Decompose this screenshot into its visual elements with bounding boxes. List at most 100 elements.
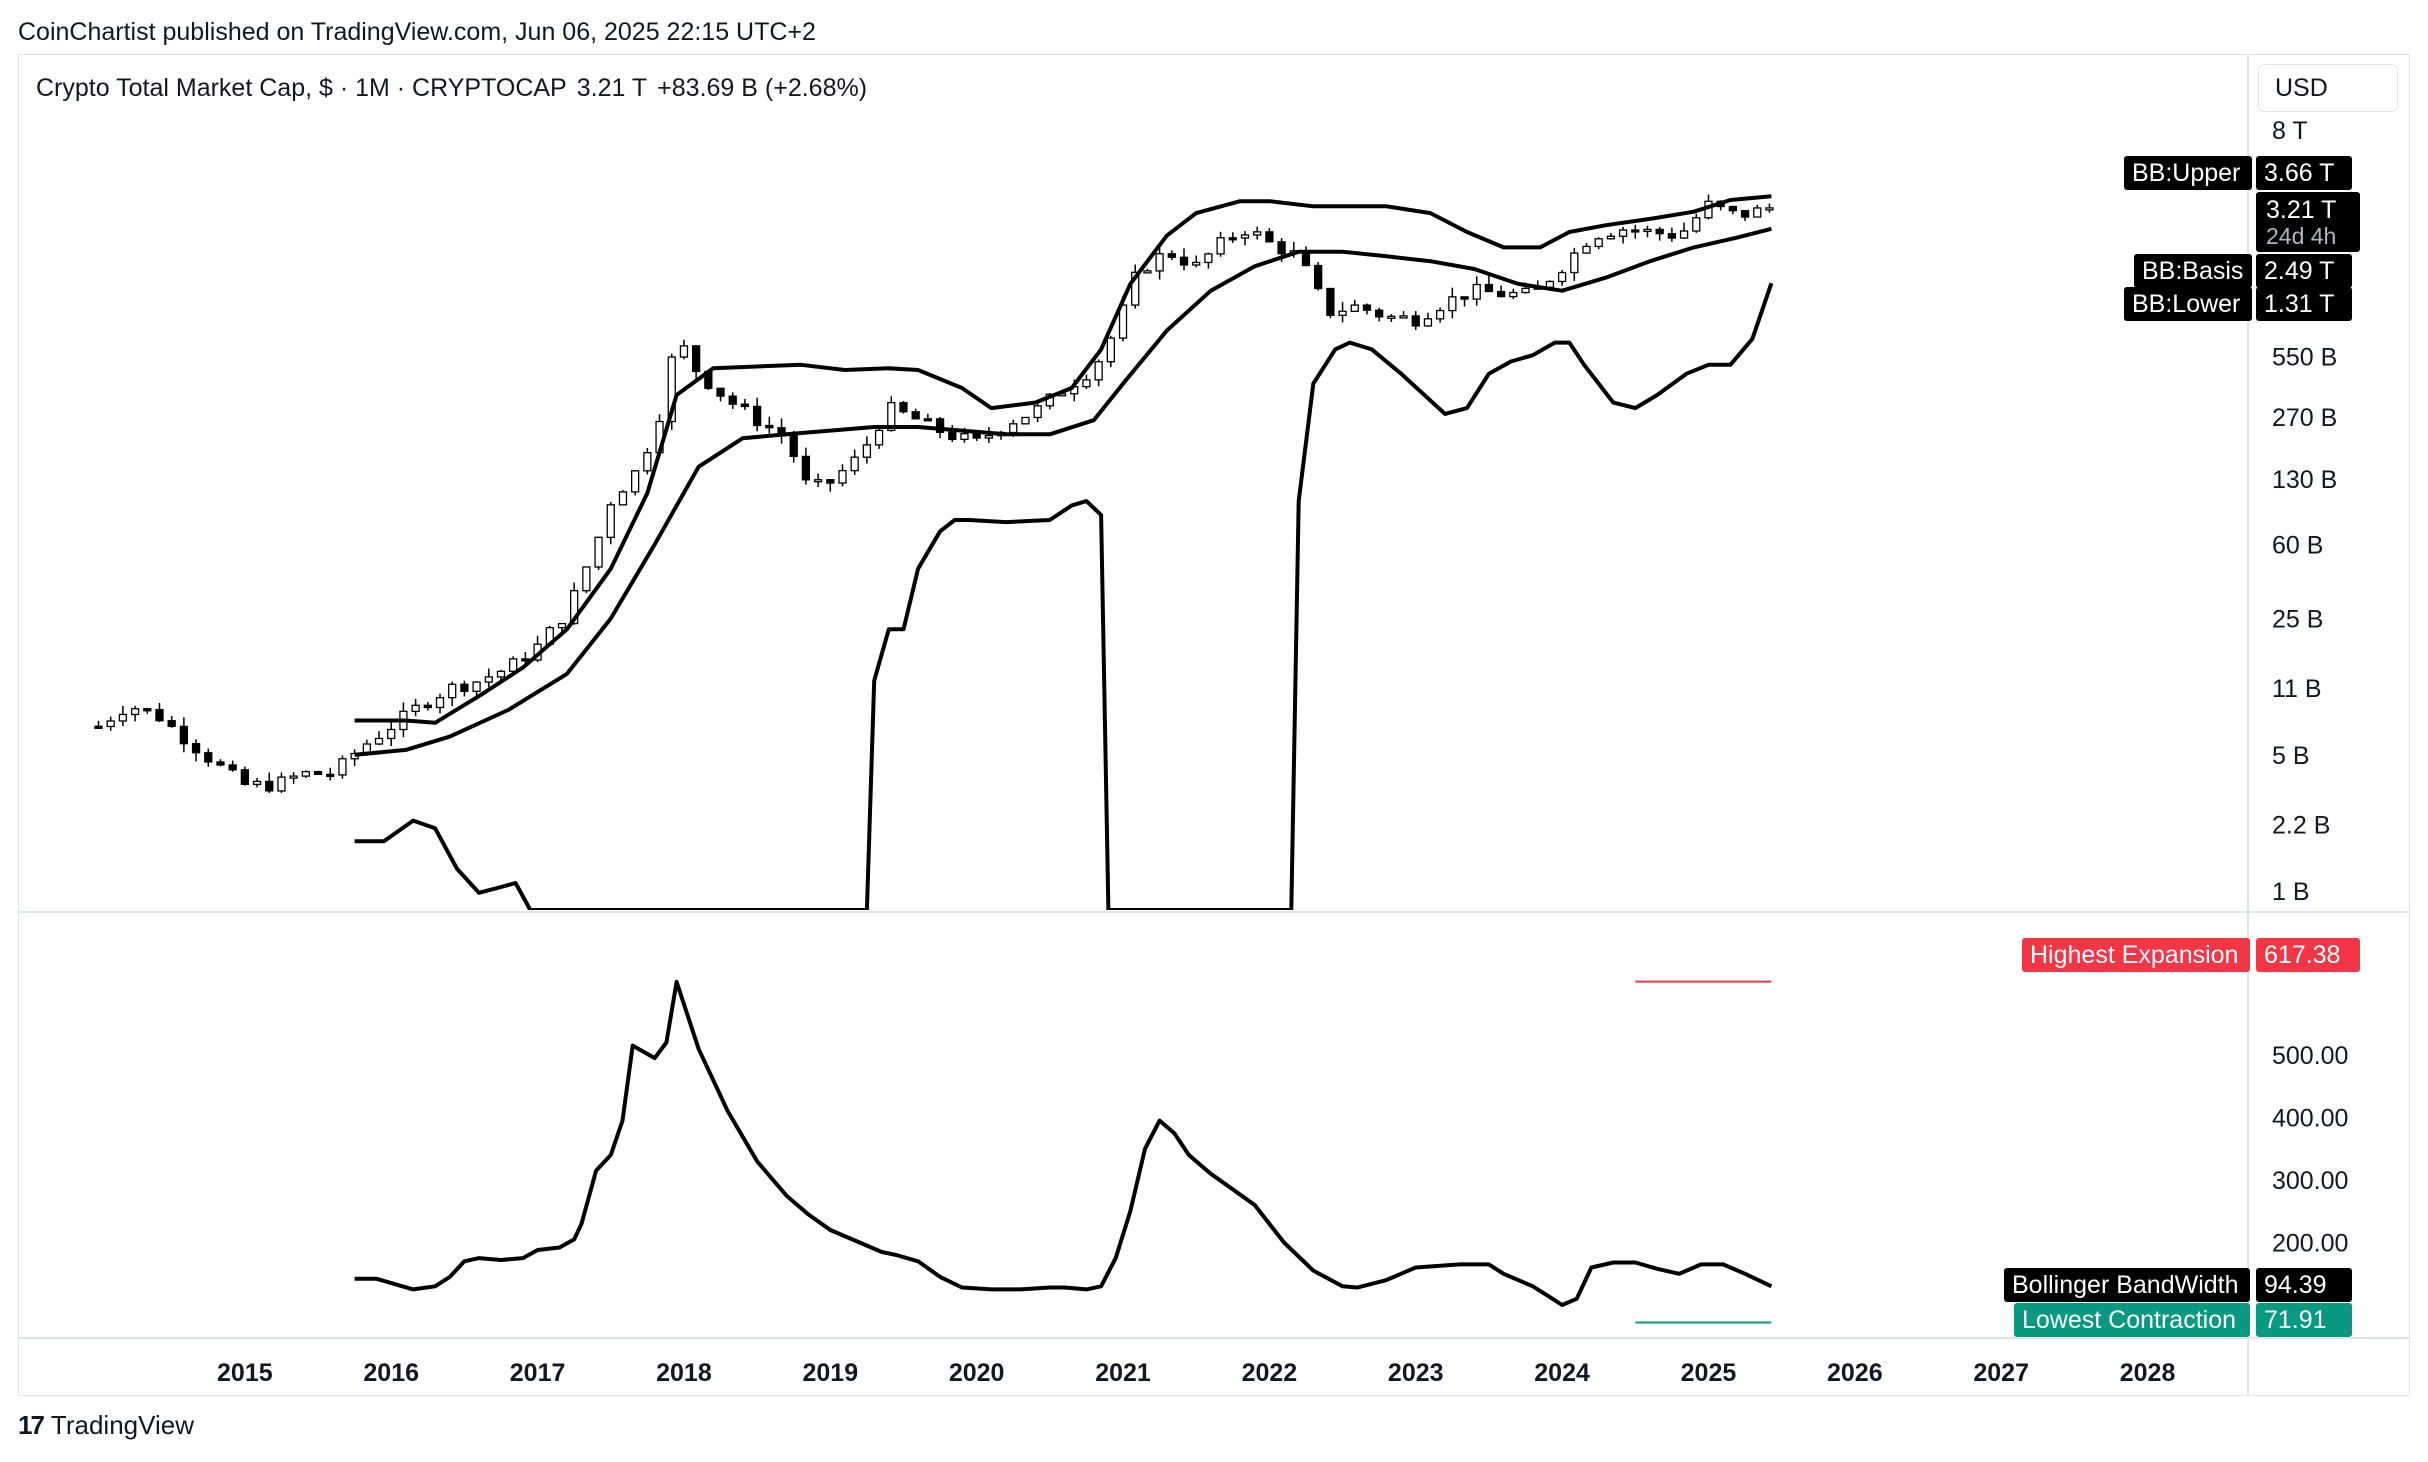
price-candle xyxy=(1131,264,1140,309)
price-candle xyxy=(484,668,493,688)
candle-body xyxy=(1387,315,1396,319)
price-tick-label: 11 B xyxy=(2272,675,2322,703)
candle-body xyxy=(143,708,152,712)
bandwidth-name-tag: Bollinger BandWidth xyxy=(2004,1268,2250,1302)
candle-body xyxy=(1448,296,1457,312)
bb-basis-name-tag-text: BB:Basis xyxy=(2142,257,2243,285)
price-candle xyxy=(350,749,359,767)
candle-body xyxy=(1631,229,1640,233)
price-candle xyxy=(740,398,750,411)
price-candle xyxy=(277,772,286,793)
price-candle xyxy=(765,416,774,434)
bb-lower-name-tag: BB:Lower xyxy=(2124,287,2252,321)
tradingview-logo[interactable]: 17 TradingView xyxy=(18,1410,194,1441)
price-candle xyxy=(1326,287,1335,319)
candle-body xyxy=(594,536,603,568)
candle-body xyxy=(313,771,323,776)
candle-body xyxy=(826,479,835,484)
candle-body xyxy=(472,681,481,692)
price-candle xyxy=(1411,311,1420,330)
candle-body xyxy=(1545,280,1555,288)
candle-body xyxy=(94,725,103,729)
bandwidth-tick-label: 300.00 xyxy=(2272,1167,2348,1195)
time-tick-label: 2026 xyxy=(1827,1359,1883,1387)
price-candle xyxy=(1021,416,1030,425)
price-candle xyxy=(911,408,920,420)
price-candle xyxy=(411,699,420,717)
price-candle xyxy=(94,720,103,729)
candle-body xyxy=(1496,290,1506,298)
price-candle xyxy=(326,767,335,781)
candle-body xyxy=(1753,207,1762,218)
candle-body xyxy=(1216,237,1225,255)
time-tick-label: 2017 xyxy=(510,1359,566,1387)
candle-body xyxy=(1484,283,1494,293)
time-tick-label: 2025 xyxy=(1681,1359,1737,1387)
candle-body xyxy=(606,504,615,538)
price-candle xyxy=(813,473,823,488)
price-tick-label: 130 B xyxy=(2272,466,2337,494)
candle-body xyxy=(277,776,286,792)
candle-body xyxy=(618,491,628,506)
price-pane xyxy=(94,194,1774,910)
candle-body xyxy=(1009,423,1018,434)
candle-body xyxy=(338,758,347,776)
time-tick-label: 2028 xyxy=(2120,1359,2176,1387)
price-candle xyxy=(1655,226,1664,241)
candle-body xyxy=(374,737,384,745)
candle-body xyxy=(1643,228,1652,233)
candle-body xyxy=(460,683,469,692)
bandwidth-name-tag-bg xyxy=(2004,1268,2250,1302)
bb-upper-name-tag: BB:Upper xyxy=(2124,156,2252,190)
candle-body xyxy=(289,775,298,779)
price-candle xyxy=(509,656,518,672)
price-tick-label: 25 B xyxy=(2272,606,2323,634)
price-candle xyxy=(301,770,310,779)
candle-body xyxy=(118,713,128,722)
bb-upper-value-tag: 3.66 T xyxy=(2256,156,2352,190)
candle-body xyxy=(1143,270,1152,274)
time-tick-label: 2015 xyxy=(217,1359,273,1387)
candle-body xyxy=(1155,253,1164,272)
price-candle xyxy=(1375,307,1384,322)
price-candle xyxy=(1618,226,1628,244)
price-candle xyxy=(1753,204,1762,218)
price-tick-label: 8 T xyxy=(2272,117,2308,145)
candle-body xyxy=(899,402,908,413)
price-candle xyxy=(1301,246,1311,267)
price-change: +83.69 B (+2.68%) xyxy=(657,74,868,102)
candle-body xyxy=(155,708,164,722)
price-candle xyxy=(1692,213,1701,233)
bb-lower-name-tag-text: BB:Lower xyxy=(2132,290,2240,318)
candle-body xyxy=(838,469,847,484)
candle-body xyxy=(1557,271,1567,283)
candle-body xyxy=(1460,296,1469,300)
last-price: 3.21 T xyxy=(576,74,648,102)
tradingview-brand: TradingView xyxy=(50,1410,194,1440)
bb-upper-line xyxy=(354,194,1772,725)
price-candle xyxy=(1728,205,1738,215)
bb-lower-name-tag-bg xyxy=(2124,287,2252,321)
time-tick-label: 2021 xyxy=(1095,1359,1151,1387)
price-candle xyxy=(716,387,725,402)
lowest-contraction-value-tag-text: 71.91 xyxy=(2264,1306,2327,1334)
time-tick-label: 2023 xyxy=(1388,1359,1444,1387)
bb-lower-value-tag-text: 1.31 T xyxy=(2264,290,2334,318)
price-candle xyxy=(643,447,652,475)
bb-basis-name-tag: BB:Basis xyxy=(2134,254,2252,288)
price-candle xyxy=(1192,255,1201,268)
candle-body xyxy=(667,356,676,423)
currency-button[interactable]: USD xyxy=(2258,64,2398,112)
candle-body xyxy=(935,418,945,433)
price-candle xyxy=(448,681,457,707)
candle-body xyxy=(240,769,250,786)
lowest-contraction-name-tag-bg xyxy=(2014,1303,2250,1337)
price-candle xyxy=(1740,210,1750,221)
candle-body xyxy=(582,566,591,592)
candle-body xyxy=(643,452,652,472)
candle-body xyxy=(301,771,310,777)
candle-countdown-text: 24d 4h xyxy=(2266,223,2336,249)
price-candle xyxy=(1167,250,1176,261)
price-candle xyxy=(850,449,859,475)
